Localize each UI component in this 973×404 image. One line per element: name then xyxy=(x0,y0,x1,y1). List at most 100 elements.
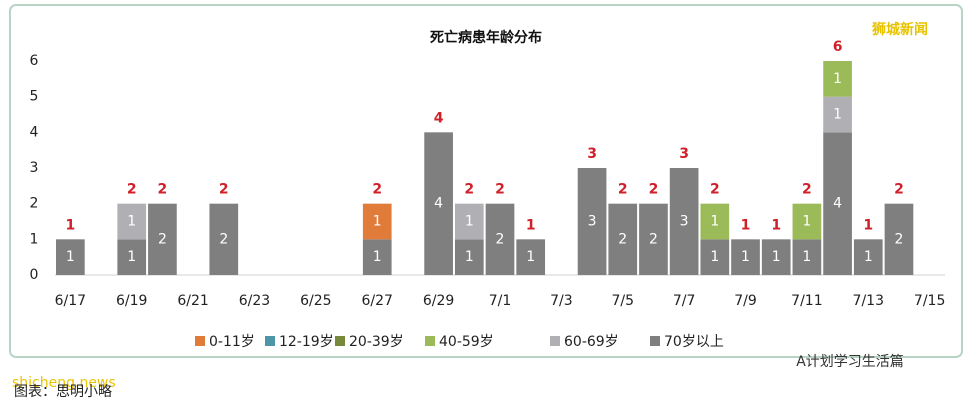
x-tick-label: 7/7 xyxy=(673,293,696,309)
chart-title: 死亡病患年龄分布 xyxy=(429,29,542,46)
segment-label: 1 xyxy=(465,214,474,230)
total-label: 2 xyxy=(127,182,137,198)
total-label: 2 xyxy=(618,182,628,198)
bar-segment xyxy=(823,61,852,97)
bar-segment xyxy=(148,203,177,275)
segment-label: 1 xyxy=(127,249,136,265)
bar-segment xyxy=(117,239,147,275)
bar-segment xyxy=(454,203,484,240)
total-label: 2 xyxy=(495,182,505,198)
segment-label: 2 xyxy=(895,231,904,247)
legend-swatch xyxy=(265,336,275,346)
x-tick-label: 6/23 xyxy=(239,293,270,309)
x-tick-label: 7/3 xyxy=(550,293,573,309)
segment-label: 4 xyxy=(833,196,842,212)
y-tick-label: 3 xyxy=(30,160,39,176)
x-tick-label: 7/13 xyxy=(853,293,884,309)
total-label: 1 xyxy=(771,217,781,233)
x-tick-label: 7/15 xyxy=(914,293,945,309)
segment-label: 1 xyxy=(833,71,842,87)
total-label: 1 xyxy=(863,217,873,233)
bar-segment xyxy=(884,203,914,275)
x-tick-label: 6/25 xyxy=(300,293,331,309)
total-label: 2 xyxy=(894,182,904,198)
total-label: 2 xyxy=(158,182,168,198)
segment-label: 2 xyxy=(618,231,627,247)
total-label: 2 xyxy=(802,182,812,198)
bar-segment xyxy=(117,203,147,240)
segment-label: 1 xyxy=(127,214,136,230)
x-tick-label: 7/1 xyxy=(489,293,512,309)
bar-segment xyxy=(700,239,730,275)
segment-label: 1 xyxy=(802,249,811,265)
total-label: 4 xyxy=(434,110,444,126)
segment-label: 3 xyxy=(680,214,689,230)
x-tick-label: 7/11 xyxy=(791,293,822,309)
bar-segment xyxy=(853,239,883,275)
bar-segment xyxy=(424,132,453,275)
total-label: 2 xyxy=(219,182,229,198)
watermark: shicheng.news xyxy=(12,375,116,391)
y-tick-label: 2 xyxy=(30,196,39,212)
segment-label: 4 xyxy=(434,196,443,212)
segment-label: 1 xyxy=(66,249,75,265)
segment-label: 1 xyxy=(465,249,474,265)
segment-label: 1 xyxy=(864,249,873,265)
segment-label: 1 xyxy=(772,249,781,265)
legend-label: 12-19岁 xyxy=(279,334,334,350)
segment-label: 1 xyxy=(710,249,719,265)
segment-label: 1 xyxy=(833,107,842,123)
x-tick-label: 6/19 xyxy=(116,293,147,309)
bar-segment xyxy=(362,203,392,240)
legend-label: 40-59岁 xyxy=(439,334,494,350)
total-label: 3 xyxy=(679,146,689,162)
segment-label: 2 xyxy=(158,231,167,247)
y-tick-label: 1 xyxy=(30,231,39,247)
total-label: 1 xyxy=(65,217,75,233)
bar-segment xyxy=(823,96,852,133)
bar-segment xyxy=(56,239,85,275)
total-label: 1 xyxy=(526,217,536,233)
caption: 图表：思明小略 xyxy=(14,384,112,400)
bar-segment xyxy=(516,239,546,275)
bar-segment xyxy=(362,239,392,275)
bar-segment xyxy=(577,168,607,275)
x-tick-label: 6/21 xyxy=(177,293,208,309)
x-tick-label: 6/29 xyxy=(423,293,454,309)
legend-swatch xyxy=(425,336,435,346)
total-label: 3 xyxy=(587,146,597,162)
x-tick-label: 7/9 xyxy=(734,293,757,309)
y-tick-label: 0 xyxy=(30,267,39,283)
x-tick-label: 6/27 xyxy=(362,293,393,309)
legend-swatch xyxy=(550,336,560,346)
bar-segment xyxy=(823,132,852,275)
bar-segment xyxy=(792,239,822,275)
bar-segment xyxy=(209,203,239,275)
bar-segment xyxy=(792,203,822,240)
segment-label: 2 xyxy=(649,231,658,247)
legend-swatch xyxy=(650,336,660,346)
total-label: 2 xyxy=(372,182,382,198)
y-tick-label: 4 xyxy=(30,124,39,140)
total-label: 6 xyxy=(833,39,843,55)
segment-label: 1 xyxy=(373,214,382,230)
bar-segment xyxy=(700,203,730,240)
bar-segment xyxy=(608,203,638,275)
total-label: 2 xyxy=(464,182,474,198)
segment-label: 1 xyxy=(802,214,811,230)
y-tick-label: 5 xyxy=(30,89,39,105)
segment-label: 1 xyxy=(373,249,382,265)
bar-segment xyxy=(669,168,699,275)
bar-segment xyxy=(731,239,760,275)
watermark: A计划学习生活篇 xyxy=(796,354,904,370)
bar-segment xyxy=(454,239,484,275)
y-tick-label: 6 xyxy=(30,53,39,69)
legend-label: 70岁以上 xyxy=(664,334,724,350)
x-tick-label: 6/17 xyxy=(55,293,86,309)
legend-label: 60-69岁 xyxy=(564,334,619,350)
legend-label: 0-11岁 xyxy=(209,334,255,350)
segment-label: 2 xyxy=(219,231,228,247)
total-label: 1 xyxy=(741,217,751,233)
legend-swatch xyxy=(195,336,205,346)
